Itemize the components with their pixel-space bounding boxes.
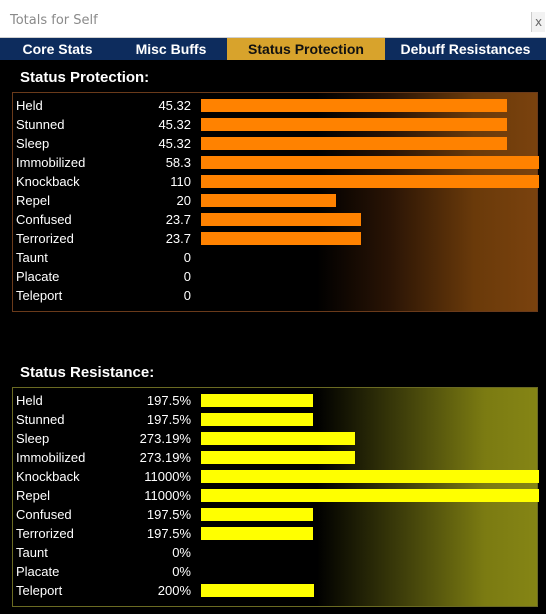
tab-misc-buffs[interactable]: Misc Buffs (135, 41, 207, 57)
status-resistance-title: Status Resistance: (20, 364, 155, 381)
resistance-bar (201, 432, 355, 445)
protection-label: Sleep (16, 136, 50, 151)
protection-label: Teleport (16, 288, 63, 303)
protection-value: 20 (176, 193, 191, 208)
protection-row: Held 45.32 (13, 96, 537, 115)
resistance-value: 197.5% (146, 507, 191, 522)
tab-core-stats[interactable]: Core Stats (22, 41, 93, 57)
resistance-bar (201, 584, 314, 597)
resistance-row: Teleport 200% (13, 581, 537, 600)
resistance-row: Repel 11000% (13, 486, 539, 505)
resistance-value: 273.19% (139, 450, 191, 465)
protection-row: Confused 23.7 (13, 210, 537, 229)
tab-debuff-resistances[interactable]: Debuff Resistances (400, 41, 531, 57)
resistance-row: Stunned 197.5% (13, 410, 537, 429)
resistance-label: Taunt (16, 545, 48, 560)
protection-bar (201, 194, 336, 207)
protection-bar (201, 137, 507, 150)
protection-row: Sleep 45.32 (13, 134, 537, 153)
resistance-label: Held (16, 393, 43, 408)
resistance-value: 197.5% (146, 526, 191, 541)
resistance-bar (201, 470, 539, 483)
protection-value: 45.32 (158, 98, 191, 113)
resistance-bar (201, 451, 355, 464)
resistance-row: Placate 0% (13, 562, 537, 581)
resistance-label: Immobilized (16, 450, 86, 465)
resistance-value: 197.5% (146, 393, 191, 408)
resistance-label: Terrorized (16, 526, 74, 541)
protection-bar (201, 232, 361, 245)
protection-label: Confused (16, 212, 72, 227)
protection-row: Immobilized 58.3 (13, 153, 539, 172)
resistance-label: Sleep (16, 431, 50, 446)
resistance-label: Knockback (16, 469, 80, 484)
resistance-label: Stunned (16, 412, 65, 427)
protection-row: Knockback 110 (13, 172, 539, 191)
resistance-bar (201, 508, 313, 521)
resistance-value: 0% (172, 564, 191, 579)
protection-value: 58.3 (165, 155, 191, 170)
protection-bar (201, 156, 539, 169)
protection-value: 45.32 (158, 117, 191, 132)
resistance-row: Taunt 0% (13, 543, 537, 562)
status-protection-panel: Held 45.32 Stunned 45.32 Sleep 45.32 Immobiliz… (12, 92, 539, 312)
status-protection-title: Status Protection: (20, 69, 150, 86)
protection-label: Held (16, 98, 43, 113)
protection-bar (201, 99, 507, 112)
tab-bar: Core Stats Misc Buffs Status Protection … (0, 38, 546, 60)
protection-row: Repel 20 (13, 191, 537, 210)
status-resistance-panel: Held 197.5% Stunned 197.5% Sleep 273.19% Immob… (12, 387, 539, 607)
resistance-bar (201, 394, 313, 407)
protection-label: Knockback (16, 174, 80, 189)
resistance-label: Placate (16, 564, 60, 579)
protection-label: Repel (16, 193, 50, 208)
protection-value: 0 (183, 269, 191, 284)
title-bar: Totals for Self x (0, 0, 546, 38)
resistance-label: Teleport (16, 583, 63, 598)
resistance-value: 11000% (144, 488, 191, 503)
resistance-bar (201, 489, 539, 502)
resistance-row: Knockback 11000% (13, 467, 539, 486)
resistance-label: Confused (16, 507, 72, 522)
resistance-row: Terrorized 197.5% (13, 524, 537, 543)
protection-row: Stunned 45.32 (13, 115, 537, 134)
tab-status-protection[interactable]: Status Protection (227, 38, 385, 60)
close-button[interactable]: x (531, 12, 545, 32)
resistance-row: Sleep 273.19% (13, 429, 537, 448)
resistance-value: 200% (157, 583, 191, 598)
protection-label: Placate (16, 269, 60, 284)
protection-value: 110 (170, 174, 191, 189)
protection-label: Immobilized (16, 155, 86, 170)
protection-label: Stunned (16, 117, 65, 132)
protection-value: 0 (183, 288, 191, 303)
protection-row: Terrorized 23.7 (13, 229, 537, 248)
protection-label: Terrorized (16, 231, 74, 246)
protection-row: Placate 0 (13, 267, 537, 286)
resistance-label: Repel (16, 488, 50, 503)
protection-bar (201, 213, 361, 226)
resistance-value: 0% (172, 545, 191, 560)
protection-row: Taunt 0 (13, 248, 537, 267)
window-title: Totals for Self (10, 13, 98, 28)
resistance-value: 197.5% (146, 412, 191, 427)
resistance-row: Immobilized 273.19% (13, 448, 537, 467)
protection-row: Teleport 0 (13, 286, 537, 305)
resistance-row: Held 197.5% (13, 391, 537, 410)
protection-value: 0 (183, 250, 191, 265)
protection-value: 23.7 (165, 212, 191, 227)
protection-label: Taunt (16, 250, 48, 265)
protection-bar (201, 118, 507, 131)
resistance-bar (201, 413, 313, 426)
resistance-row: Confused 197.5% (13, 505, 537, 524)
resistance-value: 11000% (144, 469, 191, 484)
resistance-bar (201, 527, 313, 540)
protection-value: 23.7 (165, 231, 191, 246)
protection-bar (201, 175, 539, 188)
protection-value: 45.32 (158, 136, 191, 151)
resistance-value: 273.19% (139, 431, 191, 446)
